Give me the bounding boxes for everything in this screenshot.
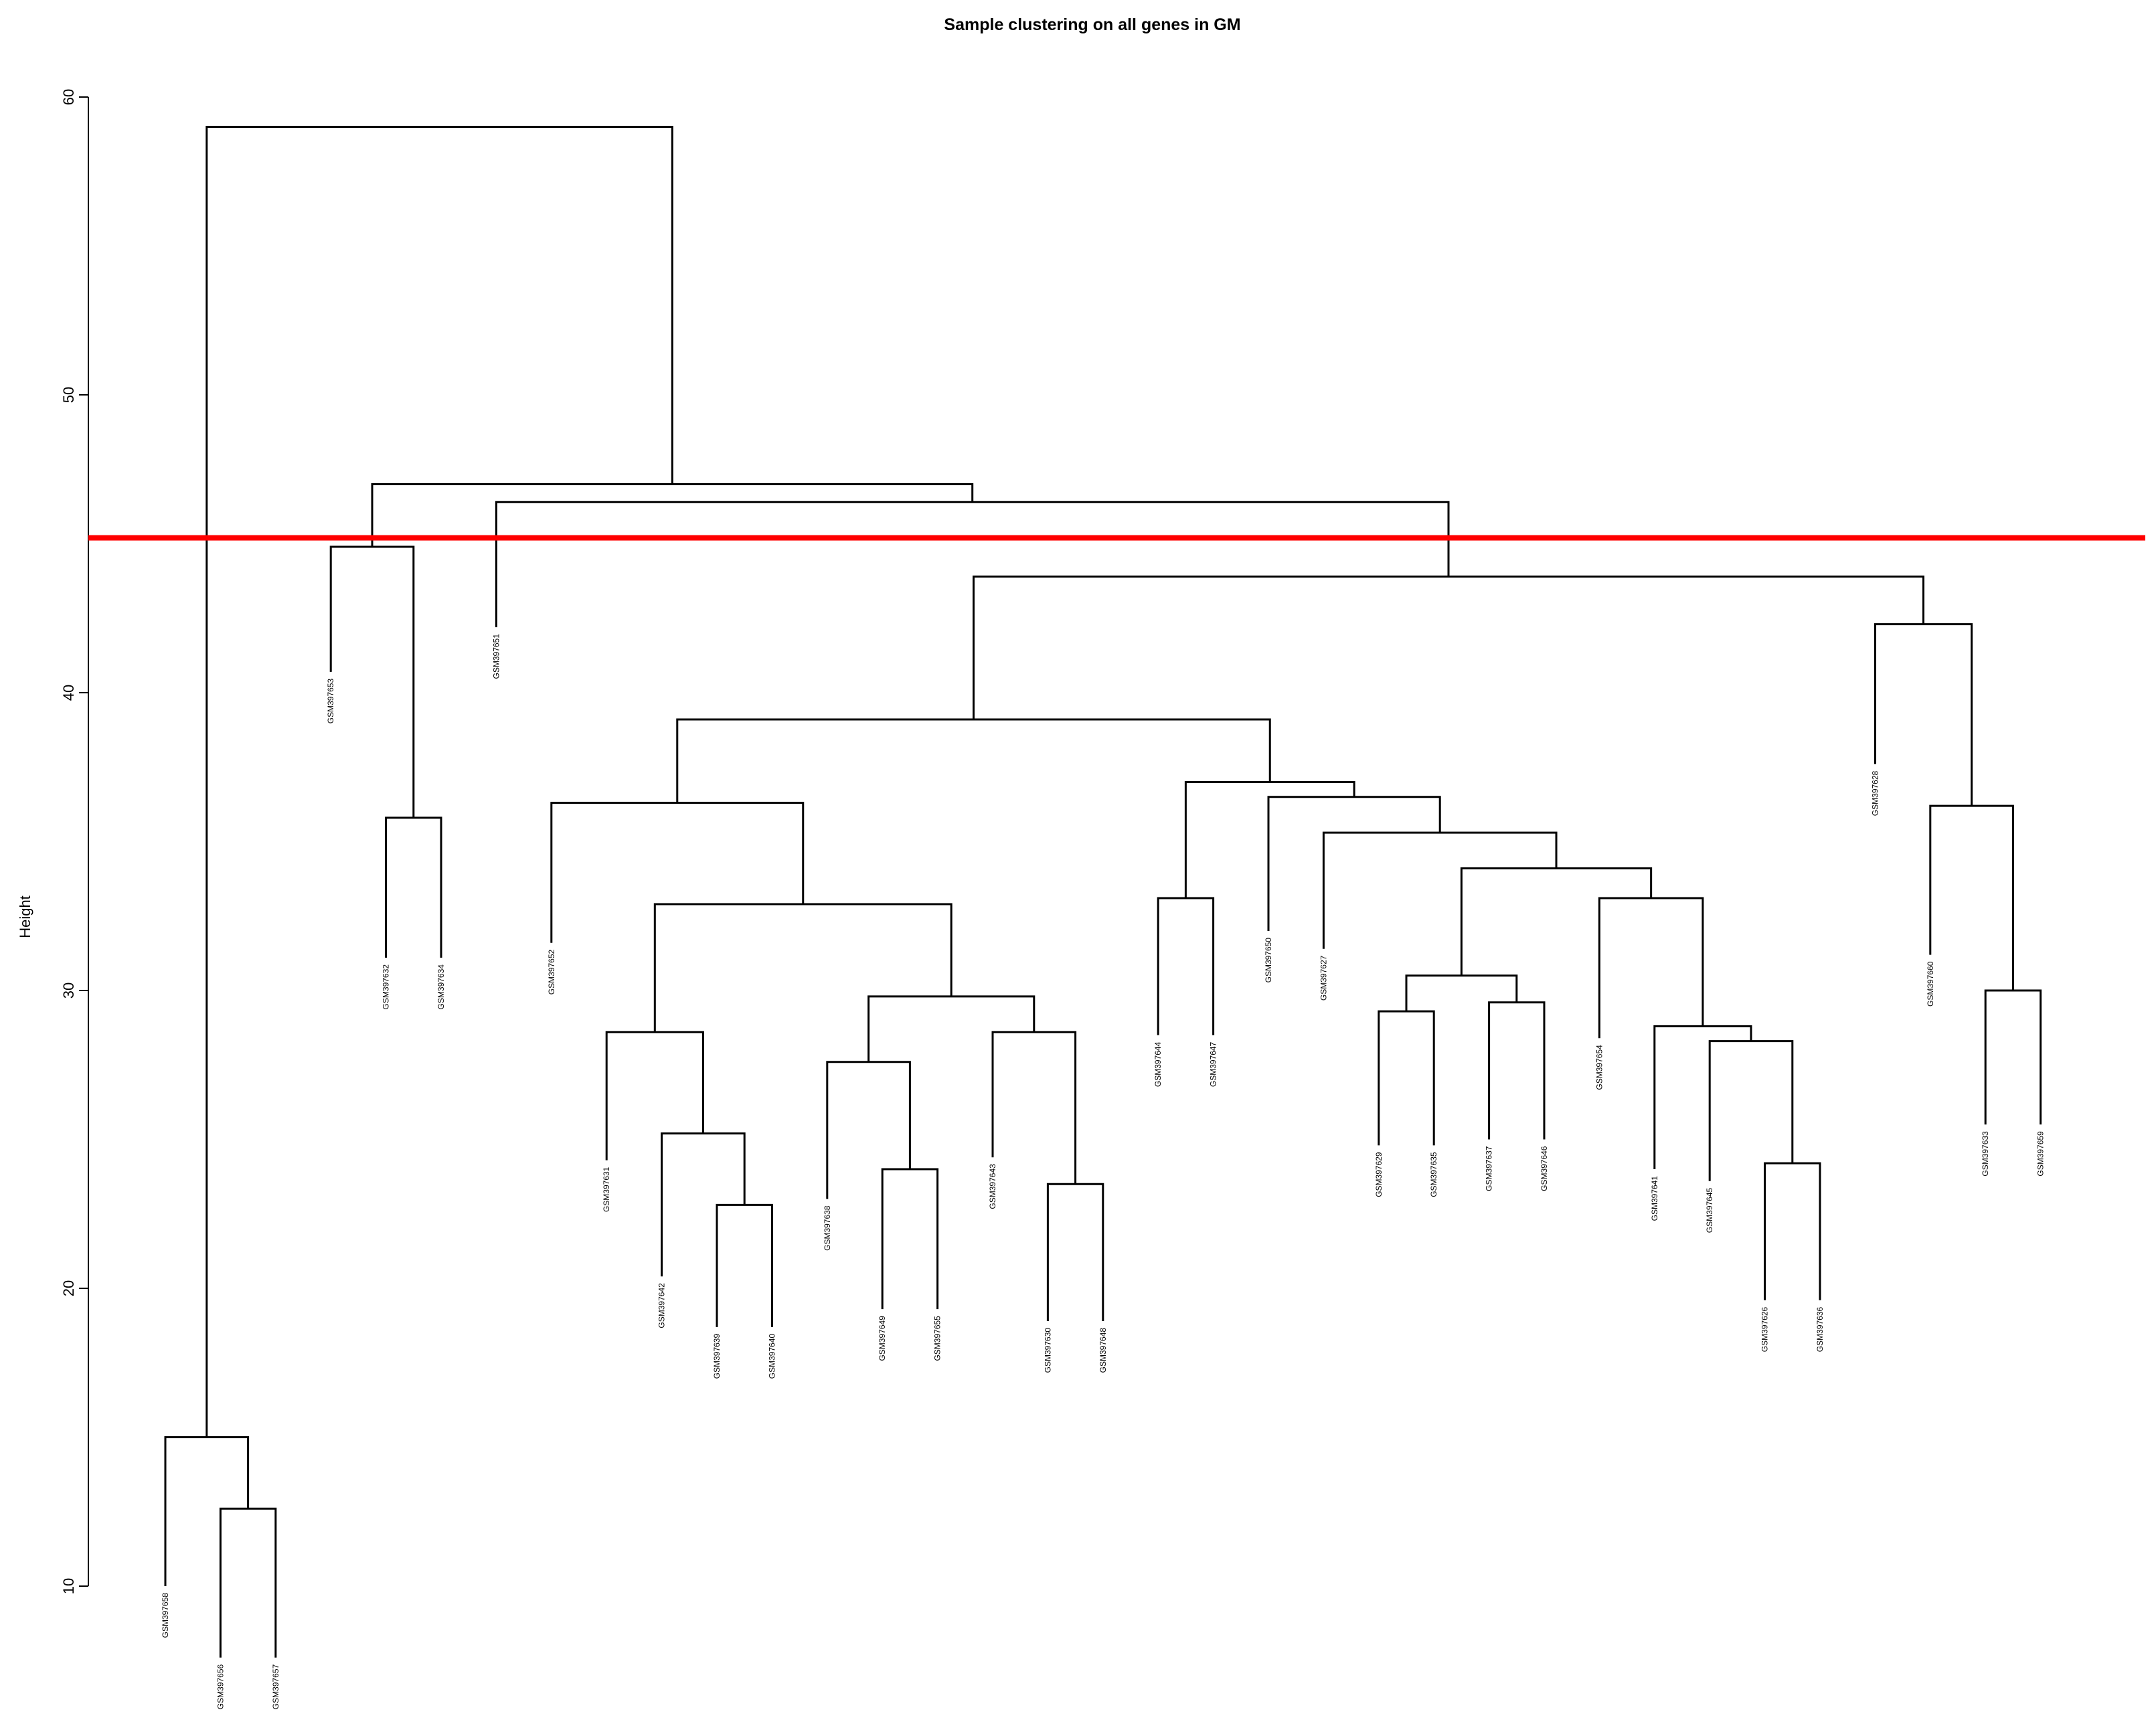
dendrogram-branch: [605, 1031, 704, 1160]
dendrogram-branch: [973, 575, 1924, 720]
dendrogram-branch: [1267, 796, 1441, 931]
dendrogram-branch: [1157, 897, 1215, 1035]
dendrogram-branch: [1488, 1001, 1546, 1140]
leaf-label: GSM397627: [1319, 955, 1328, 1001]
leaf-label: GSM397646: [1540, 1146, 1549, 1191]
dendrogram-branch: [219, 1507, 277, 1658]
leaf-label: GSM397649: [878, 1316, 887, 1361]
leaf-label: GSM397640: [767, 1334, 776, 1379]
leaf-label: GSM397647: [1209, 1041, 1218, 1087]
leaf-label: GSM397645: [1705, 1187, 1714, 1233]
leaf-label: GSM397657: [271, 1664, 280, 1709]
leaf-label: GSM397632: [382, 964, 391, 1010]
dendrogram-branch: [1460, 867, 1653, 976]
dendrogram-branch: [329, 545, 415, 818]
leaf-label: GSM397642: [657, 1283, 667, 1328]
leaf-label: GSM397633: [1981, 1131, 1990, 1177]
dendrogram-branch: [1874, 623, 1973, 806]
dendrogram-branch: [676, 718, 1271, 803]
leaf-label: GSM397648: [1098, 1328, 1108, 1373]
dendrogram-branch: [991, 1031, 1077, 1185]
leaf-label: GSM397658: [161, 1593, 170, 1638]
leaf-label: GSM397654: [1594, 1045, 1604, 1090]
y-tick-label: 10: [60, 1578, 77, 1594]
leaf-label: GSM397630: [1043, 1328, 1052, 1373]
dendrogram-branch: [550, 802, 805, 943]
dendrogram-branch: [716, 1203, 773, 1327]
dendrogram-branch: [164, 1436, 250, 1586]
chart-title: Sample clustering on all genes in GM: [944, 15, 1240, 34]
y-tick-label: 50: [60, 387, 77, 403]
leaf-label: GSM397641: [1650, 1176, 1659, 1221]
leaf-label: GSM397660: [1926, 961, 1935, 1007]
leaf-label: GSM397639: [712, 1334, 722, 1379]
y-tick-label: 20: [60, 1280, 77, 1296]
y-tick-label: 60: [60, 89, 77, 105]
leaf-label: GSM397643: [988, 1164, 997, 1209]
leaf-label: GSM397652: [547, 949, 556, 995]
leaf-label: GSM397638: [823, 1205, 832, 1251]
leaf-label: GSM397626: [1760, 1306, 1770, 1352]
dendrogram-branch: [1929, 804, 2014, 990]
dendrogram-branch: [1984, 989, 2042, 1125]
dendrogram-branch: [1405, 974, 1518, 1012]
leaf-label: GSM397655: [933, 1316, 942, 1361]
dendrogram-branch: [205, 126, 673, 1438]
y-tick-label: 30: [60, 982, 77, 999]
leaf-label: GSM397659: [2036, 1131, 2046, 1177]
dendrogram-branch: [1184, 781, 1355, 899]
leaf-label: GSM397636: [1815, 1306, 1825, 1352]
leaf-label: GSM397637: [1485, 1146, 1494, 1191]
y-axis-label: Height: [17, 895, 33, 938]
dendrogram-branch: [495, 501, 1450, 628]
dendrogram-branch: [867, 995, 1035, 1062]
leaf-label: GSM397644: [1153, 1041, 1163, 1087]
dendrogram-branch: [1046, 1183, 1104, 1321]
dendrogram-branch: [826, 1061, 911, 1199]
leaf-label: GSM397631: [602, 1167, 611, 1212]
dendrogram-branch: [653, 903, 952, 1033]
leaf-label: GSM397629: [1374, 1152, 1384, 1197]
leaf-label: GSM397635: [1429, 1152, 1438, 1197]
dendrogram-branches: [164, 126, 2042, 1658]
y-tick-label: 40: [60, 685, 77, 701]
leaf-labels: GSM397658 GSM397656 GSM397657 GSM397653 GSM3…: [161, 634, 2046, 1709]
dendrogram-branch: [1322, 831, 1558, 949]
dendrogram-branch: [1708, 1040, 1794, 1181]
dendrogram-branch: [1653, 1025, 1752, 1169]
leaf-label: GSM397628: [1870, 770, 1880, 816]
leaf-label: GSM397656: [216, 1664, 225, 1709]
dendrogram-branch: [1764, 1162, 1821, 1300]
dendrogram-branch: [881, 1168, 939, 1310]
dendrogram-branch: [385, 816, 442, 958]
leaf-label: GSM397651: [491, 634, 501, 679]
leaf-label: GSM397653: [326, 679, 335, 724]
leaf-label: GSM397650: [1264, 938, 1273, 983]
dendrogram-branch: [1378, 1010, 1435, 1146]
y-axis: 10 20 30 40 50 60: [60, 89, 89, 1594]
leaf-label: GSM397634: [436, 964, 446, 1010]
dendrogram-branch: [1598, 897, 1704, 1039]
